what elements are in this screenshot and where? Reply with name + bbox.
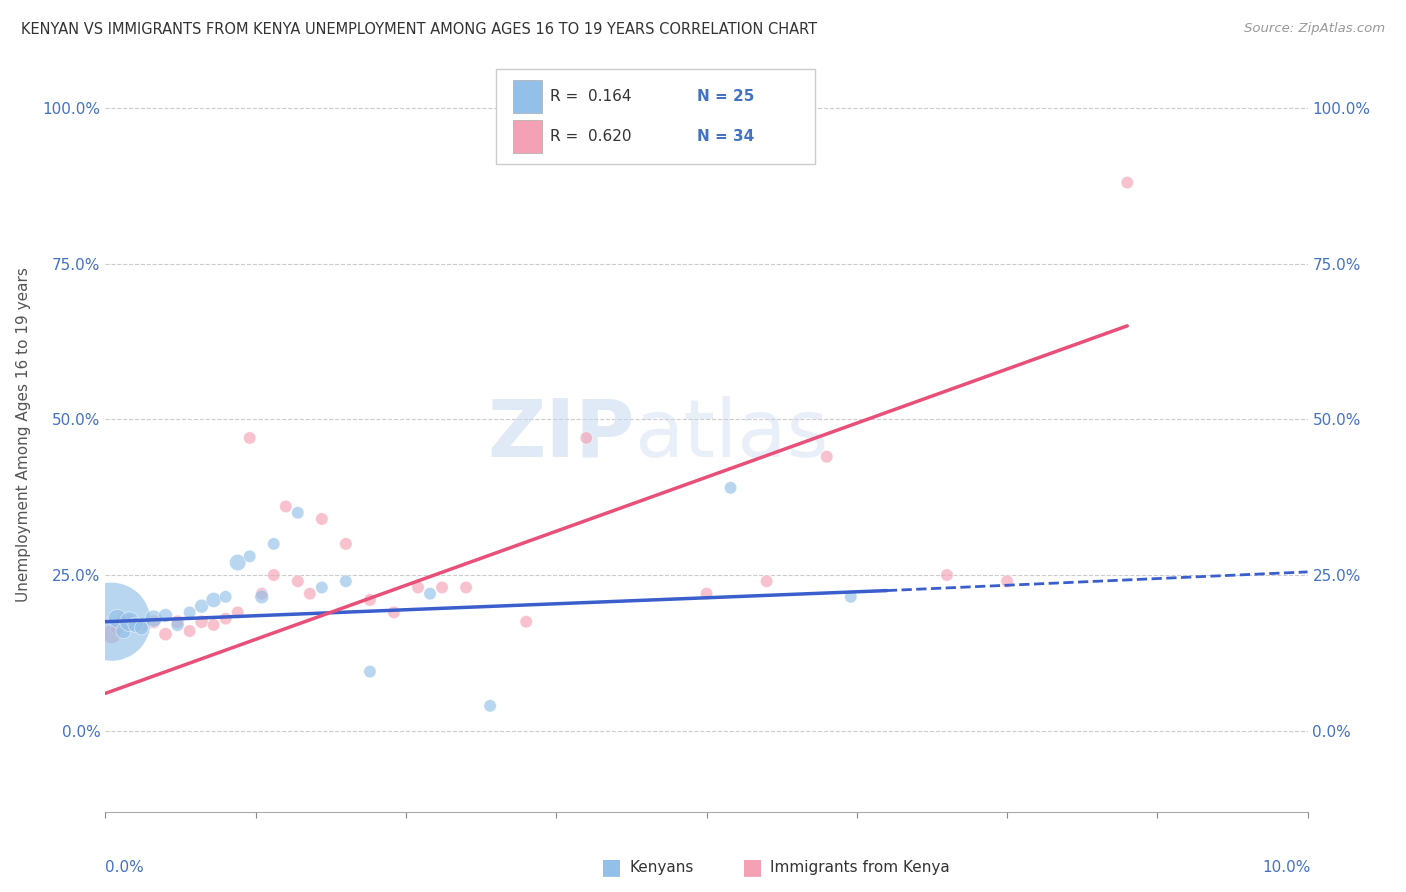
Point [107, 612, 129, 626]
Point [406, 581, 429, 595]
Point [226, 606, 249, 620]
Point [131, 617, 153, 632]
Point [311, 512, 333, 526]
Text: Immigrants from Kenya: Immigrants from Kenya [770, 860, 950, 874]
FancyBboxPatch shape [513, 120, 541, 153]
Text: 10.0%: 10.0% [1263, 860, 1310, 874]
Point [696, 587, 718, 601]
Point [100, 627, 122, 641]
Point [263, 537, 285, 551]
Point [142, 612, 165, 626]
Point [454, 581, 477, 595]
Text: ■: ■ [742, 857, 762, 877]
Point [575, 431, 598, 445]
Text: ZIP: ZIP [486, 396, 634, 474]
Point [263, 568, 285, 582]
Text: ■: ■ [602, 857, 621, 877]
Point [226, 556, 249, 570]
Text: 0.0%: 0.0% [105, 860, 145, 874]
Point [118, 615, 141, 629]
Point [720, 481, 742, 495]
Text: atlas: atlas [634, 396, 828, 474]
Point [1116, 176, 1139, 190]
Point [166, 617, 188, 632]
Point [359, 665, 381, 679]
Point [214, 612, 236, 626]
Text: R =  0.620: R = 0.620 [550, 128, 631, 144]
Text: Kenyans: Kenyans [630, 860, 695, 874]
Point [479, 698, 502, 713]
Point [155, 608, 177, 623]
Point [815, 450, 838, 464]
Point [250, 590, 273, 604]
Point [190, 615, 212, 629]
Text: N = 34: N = 34 [697, 128, 754, 144]
Point [274, 500, 297, 514]
Point [202, 617, 225, 632]
Point [190, 599, 212, 614]
Text: R =  0.164: R = 0.164 [550, 89, 631, 104]
Point [166, 615, 188, 629]
Point [419, 587, 441, 601]
Point [118, 615, 141, 629]
Point [515, 615, 537, 629]
Point [287, 506, 309, 520]
Point [839, 590, 862, 604]
Point [298, 587, 321, 601]
Point [335, 537, 357, 551]
Point [214, 590, 236, 604]
Point [107, 621, 129, 635]
Text: N = 25: N = 25 [697, 89, 754, 104]
Text: Source: ZipAtlas.com: Source: ZipAtlas.com [1244, 22, 1385, 36]
Point [250, 587, 273, 601]
Point [239, 431, 262, 445]
Point [131, 621, 153, 635]
Point [936, 568, 959, 582]
Point [239, 549, 262, 564]
Point [335, 574, 357, 589]
Point [112, 624, 135, 638]
Point [179, 606, 201, 620]
Point [359, 593, 381, 607]
Point [112, 612, 135, 626]
Point [430, 581, 453, 595]
FancyBboxPatch shape [513, 80, 541, 113]
Point [755, 574, 778, 589]
Point [179, 624, 201, 638]
Point [155, 627, 177, 641]
FancyBboxPatch shape [496, 70, 814, 163]
Point [202, 593, 225, 607]
Point [995, 574, 1018, 589]
Y-axis label: Unemployment Among Ages 16 to 19 years: Unemployment Among Ages 16 to 19 years [17, 268, 31, 602]
Point [382, 606, 405, 620]
Point [142, 615, 165, 629]
Point [100, 615, 122, 629]
Point [287, 574, 309, 589]
Point [311, 581, 333, 595]
Text: KENYAN VS IMMIGRANTS FROM KENYA UNEMPLOYMENT AMONG AGES 16 TO 19 YEARS CORRELATI: KENYAN VS IMMIGRANTS FROM KENYA UNEMPLOY… [21, 22, 817, 37]
Point [124, 617, 146, 632]
